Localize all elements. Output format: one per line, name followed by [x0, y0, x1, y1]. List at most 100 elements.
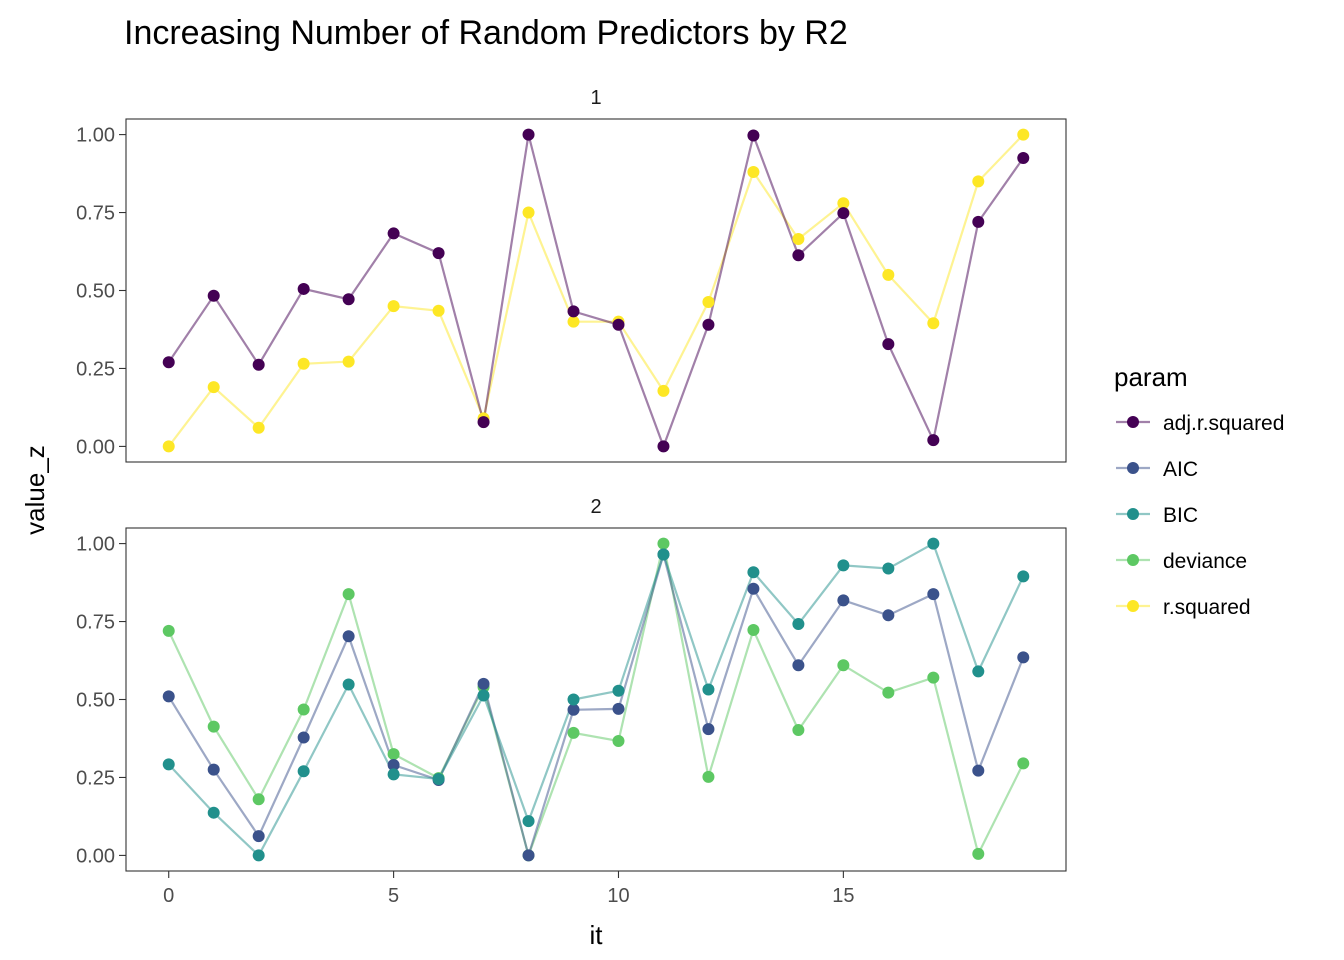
strip-label: 2 — [590, 496, 601, 518]
x-tick-label: 0 — [163, 885, 174, 907]
y-tick-label: 0.75 — [76, 203, 115, 225]
point-deviance — [1017, 757, 1030, 770]
point-AIC — [342, 630, 355, 643]
point-deviance — [657, 537, 670, 550]
x-axis-title: it — [590, 920, 604, 950]
point-AIC — [882, 609, 895, 622]
point-r.squared — [162, 440, 175, 453]
y-tick-label: 0.50 — [76, 690, 115, 712]
y-tick-label: 0.25 — [76, 767, 115, 789]
legend-label: deviance — [1163, 550, 1247, 573]
point-r.squared — [297, 357, 310, 370]
point-AIC — [927, 588, 940, 601]
point-BIC — [432, 773, 445, 786]
legend-item-BIC: BIC — [1116, 504, 1198, 527]
point-AIC — [387, 758, 400, 771]
point-r.squared — [567, 315, 580, 328]
point-AIC — [252, 830, 265, 843]
point-BIC — [747, 566, 760, 579]
y-tick-label: 1.00 — [76, 534, 115, 556]
point-deviance — [927, 671, 940, 684]
legend-label: r.squared — [1163, 596, 1251, 619]
y-axis-title: value_z — [20, 445, 50, 535]
point-adj.r.squared — [342, 293, 355, 306]
point-deviance — [747, 623, 760, 636]
point-adj.r.squared — [522, 128, 535, 141]
point-AIC — [837, 594, 850, 607]
point-AIC — [972, 764, 985, 777]
legend-item-AIC: AIC — [1116, 458, 1198, 481]
point-deviance — [702, 770, 715, 783]
point-r.squared — [342, 355, 355, 368]
panel-border — [125, 118, 1067, 463]
y-tick-label: 0.00 — [76, 845, 115, 867]
point-adj.r.squared — [567, 305, 580, 318]
point-deviance — [342, 588, 355, 601]
point-r.squared — [1017, 128, 1030, 141]
legend-label: BIC — [1163, 504, 1198, 527]
point-adj.r.squared — [882, 338, 895, 351]
y-tick-label: 0.25 — [76, 358, 115, 380]
x-axis: 0 5 10 15 — [163, 871, 854, 907]
point-AIC — [477, 677, 490, 690]
point-r.squared — [792, 233, 805, 246]
point-r.squared — [387, 300, 400, 313]
point-deviance — [207, 720, 220, 733]
point-BIC — [702, 683, 715, 696]
legend-item-r.squared: r.squared — [1116, 596, 1251, 619]
point-adj.r.squared — [927, 434, 940, 447]
legend-key-point — [1127, 554, 1139, 566]
point-adj.r.squared — [972, 215, 985, 228]
point-adj.r.squared — [612, 318, 625, 331]
point-AIC — [162, 690, 175, 703]
point-adj.r.squared — [432, 247, 445, 260]
point-adj.r.squared — [252, 358, 265, 371]
point-adj.r.squared — [162, 356, 175, 369]
point-BIC — [612, 684, 625, 697]
point-BIC — [477, 689, 490, 702]
point-deviance — [792, 724, 805, 737]
point-BIC — [657, 548, 670, 561]
point-BIC — [342, 678, 355, 691]
point-r.squared — [927, 317, 940, 330]
legend-item-adj.r.squared: adj.r.squared — [1116, 412, 1284, 435]
point-AIC — [702, 723, 715, 736]
point-adj.r.squared — [657, 440, 670, 453]
point-BIC — [252, 849, 265, 862]
panels: 1 0.00 0.25 0.50 0.75 1.00 2 0.00 0.25 0.50 0.75 1.… — [76, 87, 1067, 872]
point-deviance — [387, 748, 400, 761]
point-deviance — [882, 686, 895, 699]
y-tick-label: 1.00 — [76, 125, 115, 147]
point-AIC — [567, 703, 580, 716]
point-BIC — [1017, 570, 1030, 583]
point-deviance — [297, 703, 310, 716]
chart-title: Increasing Number of Random Predictors b… — [124, 14, 848, 52]
point-BIC — [927, 537, 940, 550]
panel-2: 2 0.00 0.25 0.50 0.75 1.00 — [76, 496, 1067, 872]
point-r.squared — [972, 175, 985, 188]
legend-key-point — [1127, 462, 1139, 474]
point-BIC — [162, 758, 175, 771]
point-BIC — [792, 618, 805, 631]
legend-label: AIC — [1163, 458, 1198, 481]
legend-label: adj.r.squared — [1163, 412, 1284, 435]
legend-item-deviance: deviance — [1116, 550, 1247, 573]
x-tick-label: 5 — [388, 885, 399, 907]
point-AIC — [612, 702, 625, 715]
point-BIC — [387, 768, 400, 781]
point-adj.r.squared — [792, 249, 805, 262]
point-adj.r.squared — [747, 129, 760, 142]
point-deviance — [837, 659, 850, 672]
point-deviance — [162, 624, 175, 637]
series-line-deviance — [167, 543, 1025, 860]
point-BIC — [522, 815, 535, 828]
point-BIC — [972, 665, 985, 678]
point-r.squared — [837, 197, 850, 210]
legend-key-point — [1127, 600, 1139, 612]
series-line-BIC — [167, 542, 1025, 858]
y-tick-label: 0.50 — [76, 281, 115, 303]
point-r.squared — [432, 304, 445, 317]
point-r.squared — [702, 296, 715, 309]
point-r.squared — [207, 381, 220, 394]
point-r.squared — [882, 268, 895, 281]
